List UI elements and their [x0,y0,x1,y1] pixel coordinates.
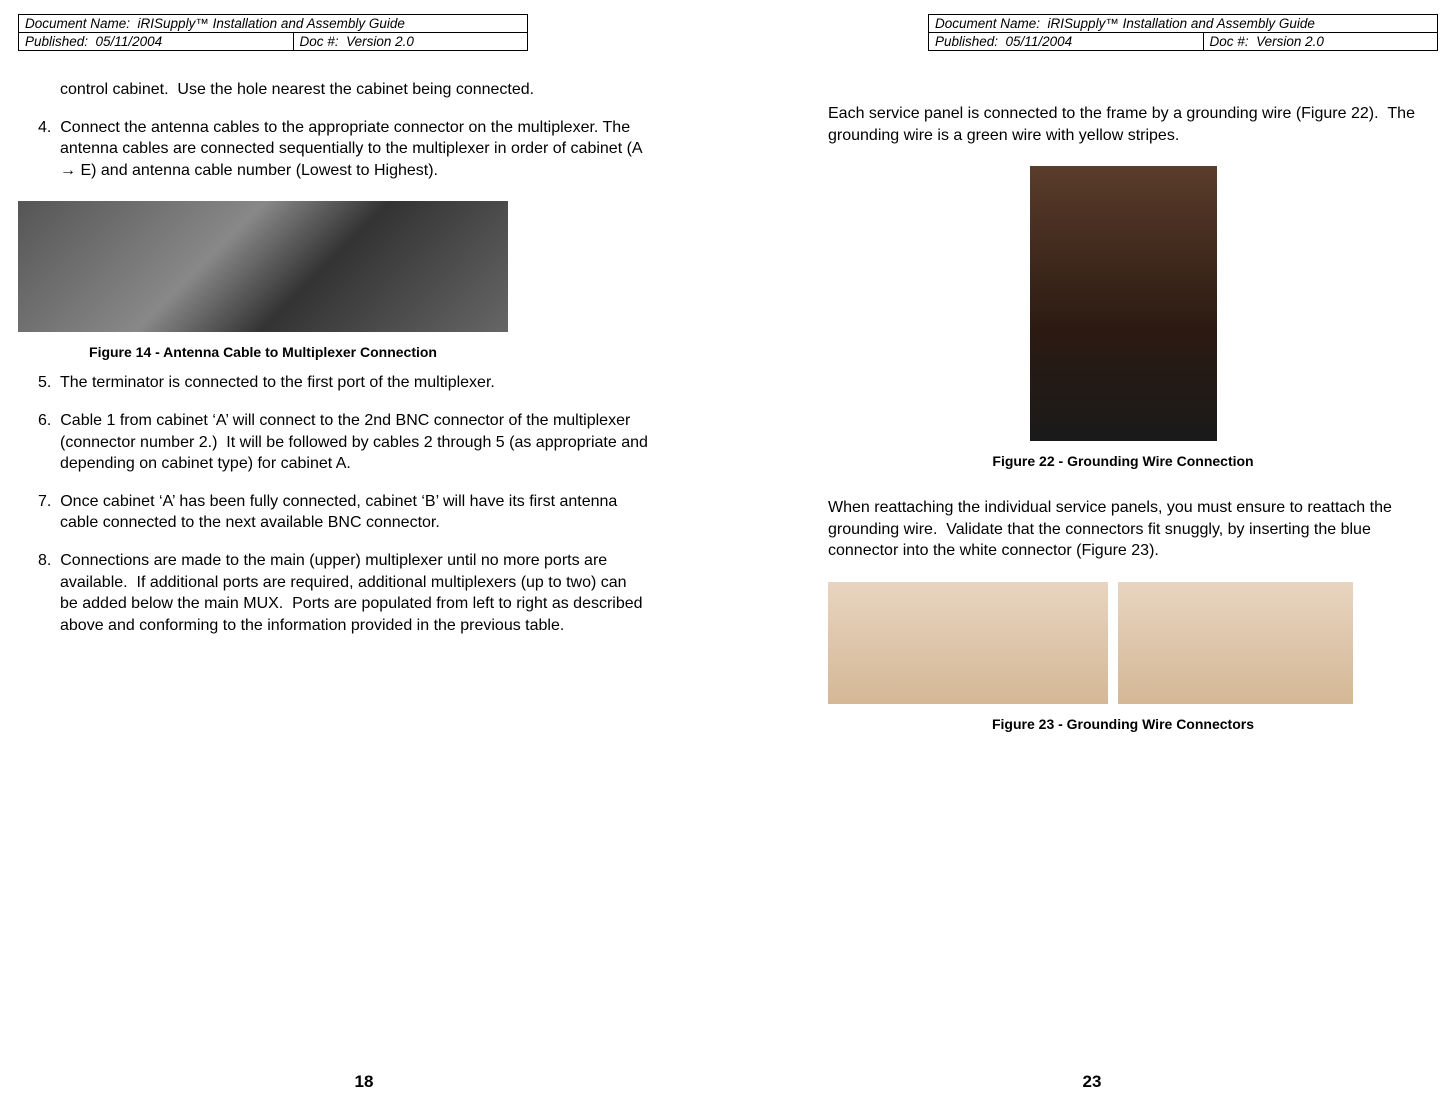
list-item-6: 6. Cable 1 from cabinet ‘A’ will connect… [60,410,648,475]
item4-text: Connect the antenna cables to the approp… [60,119,642,179]
item7-num: 7. [38,493,51,510]
item6-num: 6. [38,412,51,429]
figure23-image-left [828,582,1108,704]
figure23-row [828,582,1438,704]
list-item-8: 8. Connections are made to the main (upp… [60,550,648,636]
figure14-caption: Figure 14 - Antenna Cable to Multiplexer… [18,344,508,360]
figure23-image-right [1118,582,1353,704]
docnum-cell-r: Doc #: Version 2.0 [1203,33,1437,51]
figure22-caption: Figure 22 - Grounding Wire Connection [808,453,1438,469]
docnum-cell: Doc #: Version 2.0 [293,33,527,51]
item6-text: Cable 1 from cabinet ‘A’ will connect to… [60,412,648,472]
doc-name-cell-r: Document Name: iRISupply™ Installation a… [929,15,1438,33]
published-cell-r: Published: 05/11/2004 [929,33,1204,51]
item7-text: Once cabinet ‘A’ has been fully connecte… [60,493,617,532]
item8-num: 8. [38,552,51,569]
doc-name-cell: Document Name: iRISupply™ Installation a… [19,15,528,33]
header-table-right: Document Name: iRISupply™ Installation a… [928,14,1438,51]
page-number-left: 18 [0,1072,728,1092]
header-table-left: Document Name: iRISupply™ Installation a… [18,14,528,51]
list-item-5: 5. The terminator is connected to the fi… [60,372,648,394]
list-item-4: 4. Connect the antenna cables to the app… [60,117,648,182]
item5-text: The terminator is connected to the first… [60,374,495,391]
page-left: Document Name: iRISupply™ Installation a… [0,0,728,1120]
right-para2: When reattaching the individual service … [828,497,1438,562]
item5-num: 5. [38,374,51,391]
page-number-right: 23 [728,1072,1456,1092]
figure14-image [18,201,508,332]
item8-text: Connections are made to the main (upper)… [60,552,643,634]
right-para1: Each service panel is connected to the f… [828,103,1438,146]
page-right: Document Name: iRISupply™ Installation a… [728,0,1456,1120]
published-cell: Published: 05/11/2004 [19,33,294,51]
item4-num: 4. [38,119,51,136]
continued-para: control cabinet. Use the hole nearest th… [60,79,648,101]
list-item-7: 7. Once cabinet ‘A’ has been fully conne… [60,491,648,534]
figure23-caption: Figure 23 - Grounding Wire Connectors [808,716,1438,732]
figure22-image [1030,166,1217,441]
